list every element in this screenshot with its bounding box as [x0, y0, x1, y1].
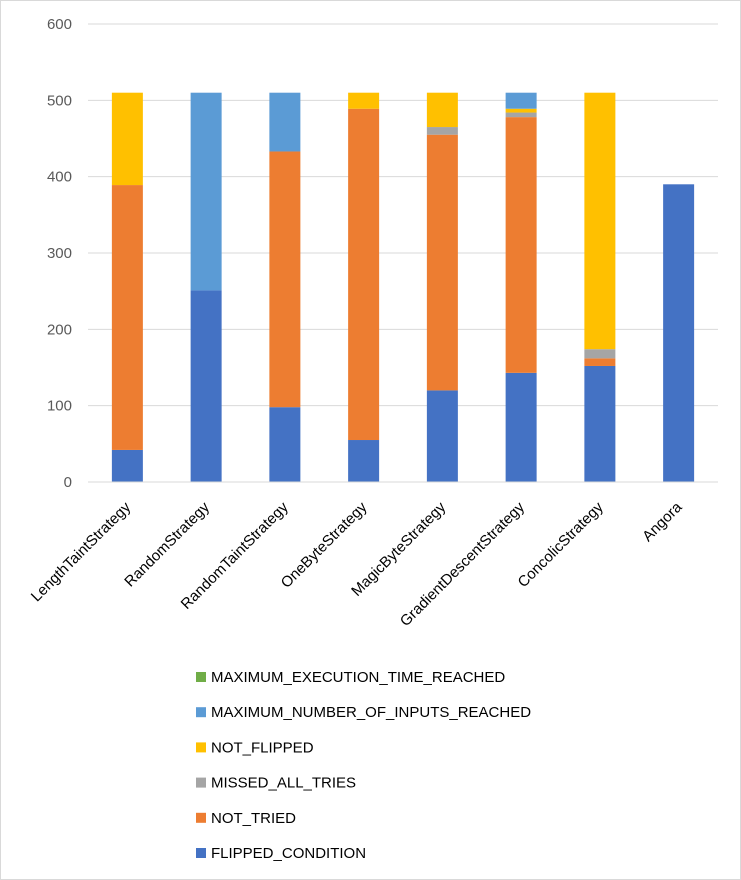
legend-swatch: [196, 742, 206, 753]
bar-segment-LengthTaintStrategy-FLIPPED_CONDITION: [111, 449, 143, 482]
y-tick-label: 400: [47, 169, 72, 186]
legend-label: MISSED_ALL_TRIES: [211, 775, 356, 792]
bar-segment-GradientDescentStrategy-NOT_FLIPPED: [505, 108, 537, 113]
bar-segment-RandomStrategy-MAXIMUM_NUMBER_OF_INPUTS_REACHED: [190, 92, 222, 291]
x-category-label: RandomStrategy: [121, 498, 213, 590]
x-category-label: OneByteStrategy: [278, 498, 371, 591]
legend: MAXIMUM_EXECUTION_TIME_REACHED MAXIMUM_NU…: [196, 669, 531, 862]
y-tick-label: 600: [47, 16, 72, 33]
legend-swatch: [196, 707, 206, 718]
x-category-label: LengthTaintStrategy: [28, 498, 135, 605]
gridlines: [88, 23, 718, 483]
y-tick-label: 300: [47, 245, 72, 262]
bars: [111, 92, 695, 483]
bar-segment-MagicByteStrategy-NOT_TRIED: [426, 134, 458, 391]
x-category-label: ConcolicStrategy: [515, 498, 608, 591]
bar-segment-OneByteStrategy-NOT_TRIED: [348, 108, 380, 441]
y-tick-label: 0: [64, 474, 72, 491]
legend-swatch: [196, 777, 206, 788]
bar-segment-LengthTaintStrategy-NOT_TRIED: [111, 185, 143, 450]
bar-segment-RandomStrategy-FLIPPED_CONDITION: [190, 290, 222, 482]
bar-segment-LengthTaintStrategy-NOT_FLIPPED: [111, 92, 143, 186]
legend-swatch: [196, 812, 206, 823]
bar-segment-RandomTaintStrategy-NOT_TRIED: [269, 151, 301, 408]
bar-segment-OneByteStrategy-FLIPPED_CONDITION: [348, 440, 380, 482]
x-category-label: Angora: [639, 498, 686, 545]
bar-segment-GradientDescentStrategy-MAXIMUM_NUMBER_OF_INPUTS_REACHED: [505, 92, 537, 109]
bar-segment-GradientDescentStrategy-MISSED_ALL_TRIES: [505, 112, 537, 118]
bar-segment-RandomTaintStrategy-FLIPPED_CONDITION: [269, 407, 301, 482]
legend-label: NOT_TRIED: [211, 810, 296, 827]
bar-segment-GradientDescentStrategy-NOT_TRIED: [505, 117, 537, 373]
y-tick-label: 200: [47, 321, 72, 338]
y-tick-label: 500: [47, 92, 72, 109]
bar-segment-ConcolicStrategy-MISSED_ALL_TRIES: [584, 349, 616, 359]
bar-segment-Angora-FLIPPED_CONDITION: [663, 184, 695, 483]
y-tick-label: 100: [47, 398, 72, 415]
bar-segment-GradientDescentStrategy-FLIPPED_CONDITION: [505, 372, 537, 482]
bar-segment-OneByteStrategy-NOT_FLIPPED: [348, 92, 380, 109]
legend-label: MAXIMUM_NUMBER_OF_INPUTS_REACHED: [211, 704, 531, 721]
bar-segment-RandomTaintStrategy-MAXIMUM_NUMBER_OF_INPUTS_REACHED: [269, 92, 301, 152]
bar-segment-MagicByteStrategy-FLIPPED_CONDITION: [426, 390, 458, 482]
bar-segment-ConcolicStrategy-FLIPPED_CONDITION: [584, 365, 616, 482]
legend-swatch: [196, 672, 206, 682]
bar-segment-ConcolicStrategy-NOT_TRIED: [584, 358, 616, 366]
legend-label: NOT_FLIPPED: [211, 739, 314, 756]
legend-swatch: [196, 848, 206, 858]
bar-segment-MagicByteStrategy-MISSED_ALL_TRIES: [426, 127, 458, 135]
legend-label: FLIPPED_CONDITION: [211, 845, 366, 862]
bar-segment-MagicByteStrategy-NOT_FLIPPED: [426, 92, 458, 128]
legend-label: MAXIMUM_EXECUTION_TIME_REACHED: [211, 669, 505, 686]
bar-segment-ConcolicStrategy-NOT_FLIPPED: [584, 92, 616, 350]
